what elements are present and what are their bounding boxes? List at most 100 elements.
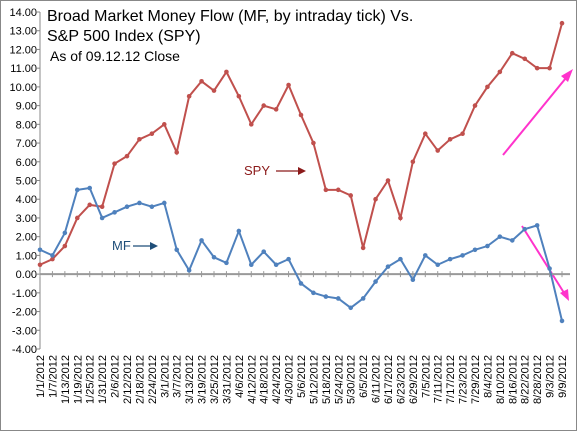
x-tick-label: 7/23/2012 [458,355,470,404]
point [398,256,403,262]
x-tick-label: 7/5/2012 [420,355,432,398]
x-tick-label: 3/19/2012 [197,355,209,404]
point [137,200,142,206]
point [199,238,204,243]
point [497,69,503,75]
x-tick-label: 4/12/2012 [246,355,258,404]
x-tick-label: 8/22/2012 [520,355,532,404]
x-tick-label: 7/11/2012 [433,355,445,403]
point [497,234,503,239]
point [298,112,304,118]
x-tick-label: 3/31/2012 [221,355,233,404]
point [360,296,366,301]
point [547,65,552,71]
y-tick-label: 14.00 [9,7,37,19]
x-tick-label: 1/1/2012 [35,355,47,398]
x-tick-label: 1/31/2012 [97,355,109,404]
point [398,215,403,221]
y-tick-label: 7.00 [16,138,37,150]
point [224,260,229,266]
y-tick-label: 5.00 [16,176,37,188]
point [124,204,130,210]
series-label: MF [112,238,131,253]
point [559,20,565,26]
annotation: As of 09.12.12 Close [50,48,180,64]
point [373,196,378,202]
point [99,204,105,210]
point [211,88,217,93]
point [112,161,117,166]
point [50,256,55,262]
point [447,137,453,142]
pointer-head [150,242,158,250]
x-tick-label: 8/16/2012 [507,355,519,404]
point [149,131,155,136]
point [74,215,80,221]
point [236,93,242,99]
point [547,266,552,271]
y-tick-label: 10.00 [9,82,37,94]
point [311,140,316,146]
point [447,256,453,262]
point [199,78,204,84]
point [286,256,291,262]
y-tick-label: 3.00 [16,213,37,225]
x-tick-label: 5/18/2012 [321,355,333,404]
point [360,245,366,251]
x-tick-label: 1/25/2012 [85,355,97,404]
point [410,159,416,165]
chart-title: Broad Market Money Flow (MF, by intraday… [47,8,413,25]
x-tick-label: 1/7/2012 [47,355,59,398]
arrow-head [561,69,573,82]
x-tick-label: 9/3/2012 [545,355,557,398]
point [236,228,242,234]
point [422,131,428,136]
x-tick-label: 4/24/2012 [271,355,283,404]
y-tick-label: 8.00 [16,119,37,131]
point [485,243,490,249]
point [248,262,254,268]
x-tick-label: 4/18/2012 [259,355,271,404]
arrow [521,225,567,297]
x-tick-label: 6/11/2012 [371,355,383,403]
point [273,107,279,112]
y-tick-label: -3.00 [12,325,37,337]
point [435,148,441,153]
x-tick-label: 8/28/2012 [532,355,544,404]
point [112,210,117,215]
point [522,226,528,232]
point [509,50,515,56]
y-tick-label: -1.00 [12,288,37,300]
point [62,230,68,236]
y-tick-label: 1.00 [16,250,37,262]
point [385,264,391,269]
point [124,153,130,159]
x-tick-label: 3/13/2012 [184,355,196,404]
point [472,247,478,253]
point [323,187,329,193]
point [37,247,43,253]
x-tick-label: 5/6/2012 [296,355,308,398]
chart-subtitle: S&P 500 Index (SPY) [47,28,201,45]
point [410,277,416,283]
x-tick-label: 7/17/2012 [445,355,457,404]
x-tick-label: 4/30/2012 [284,355,296,404]
point [435,262,441,268]
x-tick-label: 6/29/2012 [408,355,420,404]
point [385,178,391,183]
point [62,243,68,249]
point [348,193,354,198]
point [422,253,428,258]
point [460,131,465,136]
point [99,215,105,221]
x-tick-label: 3/25/2012 [209,355,221,404]
y-tick-label: 0.00 [16,269,37,281]
point [211,254,217,260]
point [323,294,329,299]
point [522,56,528,62]
x-tick-label: 2/12/2012 [122,355,134,404]
x-tick-label: 6/5/2012 [358,355,370,398]
point [261,249,267,254]
x-tick-label: 2/24/2012 [147,355,159,404]
